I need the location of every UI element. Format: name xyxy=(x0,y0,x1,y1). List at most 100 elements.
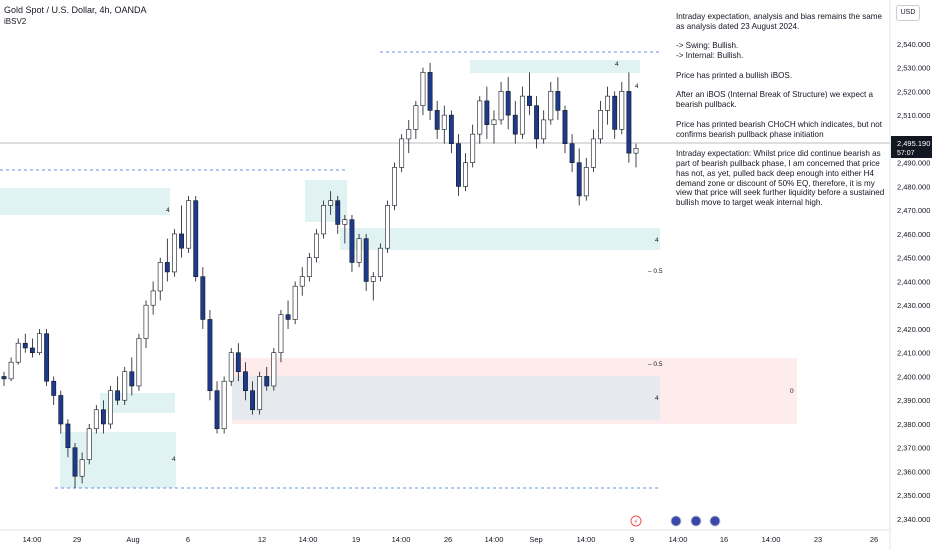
price-tick-label: 2,460.000 xyxy=(897,230,930,239)
bullish-candle xyxy=(342,219,348,225)
bullish-candle xyxy=(583,167,589,197)
bearish-candle xyxy=(214,390,220,430)
commentary-p3: Price has printed a bullish iBOS. xyxy=(676,70,793,80)
bullish-candle xyxy=(413,105,419,130)
bearish-candle xyxy=(349,219,355,263)
bearish-candle xyxy=(44,333,50,382)
time-tick-label: 14:00 xyxy=(485,535,504,544)
price-tick-label: 2,480.000 xyxy=(897,182,930,191)
bullish-candle xyxy=(356,238,362,263)
bearish-candle xyxy=(285,314,291,320)
bullish-candle xyxy=(477,100,483,135)
bearish-candle xyxy=(250,390,255,411)
time-tick-label: Sep xyxy=(529,535,542,544)
time-tick-label: 9 xyxy=(630,535,634,544)
commentary-p1: Intraday expectation, analysis and bias … xyxy=(676,12,883,31)
bullish-candle xyxy=(605,95,611,111)
price-tick-label: 2,390.000 xyxy=(897,396,930,405)
indicator-name[interactable]: iBSV2 xyxy=(4,17,27,26)
bullish-candle xyxy=(157,262,163,292)
time-axis[interactable]: 14:00 29 Aug 6 12 14:00 19 14:00 26 14:00 Sep 14:00… xyxy=(23,535,879,544)
time-tick-label: 14:00 xyxy=(392,535,411,544)
bullish-candle xyxy=(292,285,298,320)
us-flag-event-icon[interactable] xyxy=(690,515,702,527)
time-tick-label: 14:00 xyxy=(669,535,688,544)
time-tick-label: 14:00 xyxy=(299,535,318,544)
bearish-candle xyxy=(555,91,561,111)
us-flag-event-icon[interactable] xyxy=(709,515,721,527)
bullish-candle xyxy=(8,361,14,380)
us-flag-event-icon[interactable] xyxy=(670,515,682,527)
time-tick-label: 14:00 xyxy=(23,535,42,544)
price-tick-label: 2,530.000 xyxy=(897,64,930,73)
bullish-candle xyxy=(221,380,227,430)
bearish-candle xyxy=(534,105,540,140)
price-tick-label: 2,340.000 xyxy=(897,515,930,524)
zone-zero-label: 0 xyxy=(790,388,794,395)
zone-tag-7: 4 xyxy=(635,83,639,90)
price-axis[interactable]: 2,540.0002,530.0002,520.0002,510.0002,50… xyxy=(897,40,930,524)
bearish-candle xyxy=(335,200,341,225)
bearish-candle xyxy=(65,423,71,449)
demand-zone-mid xyxy=(305,180,347,222)
dividend-event-icon[interactable] xyxy=(630,515,642,527)
bar-countdown: 57:07 xyxy=(897,150,915,157)
time-tick-label: 23 xyxy=(814,535,822,544)
bullish-candle xyxy=(271,352,277,387)
bullish-candle xyxy=(370,276,376,282)
time-tick-label: 26 xyxy=(444,535,452,544)
bullish-candle xyxy=(377,247,383,277)
bearish-candle xyxy=(1,376,7,380)
zone-tag-4: 4 xyxy=(172,456,176,463)
bearish-candle xyxy=(363,238,369,282)
current-price-label: 2,495.190 xyxy=(897,139,930,148)
bearish-candle xyxy=(207,319,213,392)
price-tick-label: 2,520.000 xyxy=(897,87,930,96)
symbol-title[interactable]: Gold Spot / U.S. Dollar, 4h, OANDA xyxy=(4,5,147,15)
bearish-candle xyxy=(612,95,618,130)
bearish-candle xyxy=(427,72,433,111)
bullish-candle xyxy=(633,148,639,154)
price-tick-label: 2,400.000 xyxy=(897,372,930,381)
zone-tag-3: 4 xyxy=(166,207,170,214)
bullish-candle xyxy=(314,233,319,258)
price-tick-label: 2,350.000 xyxy=(897,491,930,500)
analysis-commentary: Intraday expectation, analysis and bias … xyxy=(676,12,890,208)
bullish-candle xyxy=(108,390,113,425)
bullish-candle xyxy=(548,91,554,121)
zone-tag-6: 4 xyxy=(615,61,619,68)
lightning-icon: ⚡ xyxy=(634,518,639,526)
bearish-candle xyxy=(100,409,106,425)
price-tick-label: 2,450.000 xyxy=(897,254,930,263)
bullish-candle xyxy=(328,200,334,206)
bullish-candle xyxy=(385,205,390,249)
bearish-candle xyxy=(235,352,241,373)
commentary-spacer xyxy=(676,81,890,91)
bullish-candle xyxy=(406,129,412,140)
commentary-p6: Intraday expectation: Whilst price did c… xyxy=(676,149,885,208)
bullish-candle xyxy=(278,314,284,354)
eq-label-upper: – 0.5 xyxy=(648,268,663,275)
bearish-candle xyxy=(527,95,532,106)
bullish-candle xyxy=(470,133,476,163)
price-tick-label: 2,470.000 xyxy=(897,206,930,215)
event-icons[interactable]: ⚡ xyxy=(630,515,721,527)
bullish-candle xyxy=(519,95,525,135)
bullish-candle xyxy=(150,290,156,306)
bearish-candle xyxy=(505,91,511,116)
bearish-candle xyxy=(448,114,454,144)
bullish-candle xyxy=(257,376,263,411)
bearish-candle xyxy=(51,380,57,396)
bullish-candle xyxy=(15,342,21,363)
price-tick-label: 2,430.000 xyxy=(897,301,930,310)
currency-button[interactable]: USD xyxy=(896,5,920,21)
time-tick-label: 19 xyxy=(352,535,360,544)
candlestick-series xyxy=(1,62,639,489)
commentary-spacer xyxy=(676,61,890,71)
bearish-candle xyxy=(193,200,199,277)
zone-tag-5: 4 xyxy=(335,201,339,208)
bullish-candle xyxy=(392,167,397,206)
bullish-candle xyxy=(498,91,504,121)
time-tick-label: 12 xyxy=(258,535,266,544)
